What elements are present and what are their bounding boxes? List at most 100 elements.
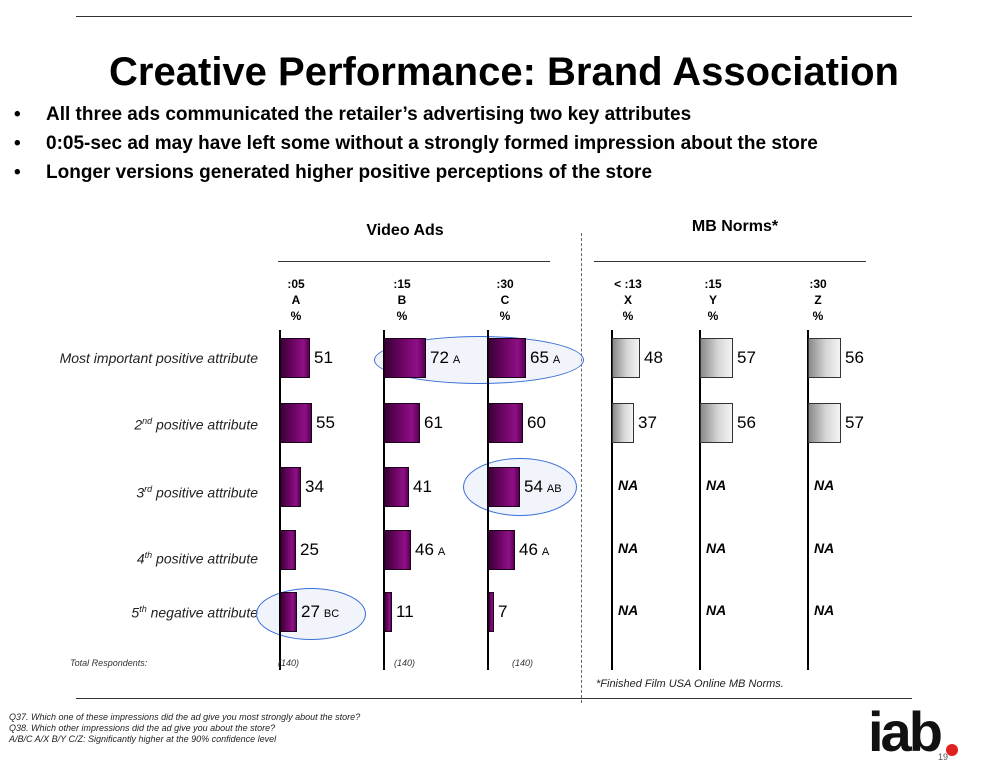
row-label-most-important: Most important positive attribute bbox=[60, 350, 258, 366]
total-respondents-label: Total Respondents: bbox=[70, 658, 148, 668]
row-label-text: negative attribute bbox=[146, 604, 258, 621]
chart-bar bbox=[488, 592, 494, 632]
row-label-sup: th bbox=[139, 604, 147, 614]
total-value-c: (140) bbox=[512, 658, 534, 668]
bar-value-label: 41 bbox=[413, 477, 432, 496]
chart-bar bbox=[808, 338, 841, 378]
page-title: Creative Performance: Brand Association bbox=[109, 50, 899, 94]
axis-line bbox=[699, 330, 701, 670]
chart-bar bbox=[808, 403, 841, 443]
bar-value-label: 57 bbox=[737, 348, 756, 367]
bar-value-label: 34 bbox=[305, 477, 324, 496]
bullet-item: All three ads communicated the retailer’… bbox=[14, 100, 1004, 129]
row-label-5th: 5th negative attribute bbox=[131, 604, 258, 621]
row-label-4th: 4th positive attribute bbox=[137, 550, 258, 567]
bar-value-label: 72 A bbox=[430, 348, 461, 367]
axis-line bbox=[807, 330, 809, 670]
row-label-text: positive attribute bbox=[152, 350, 258, 366]
bullet-item: 0:05-sec ad may have left some without a… bbox=[14, 129, 1004, 158]
significance-letter: AB bbox=[546, 483, 562, 495]
column-duration: :15 bbox=[704, 277, 722, 291]
chart-bar bbox=[384, 338, 426, 378]
significance-letter: A bbox=[452, 354, 461, 366]
row-label-text: positive attribute bbox=[152, 484, 258, 501]
bar-value-label: 51 bbox=[314, 348, 333, 367]
na-label: NA bbox=[618, 602, 639, 618]
column-unit: % bbox=[707, 309, 719, 323]
total-value-a: (140) bbox=[278, 658, 300, 668]
row-label-text: 3 bbox=[136, 484, 145, 501]
chart-bar bbox=[488, 530, 515, 570]
top-rule bbox=[76, 16, 912, 17]
column-header-x: < :13 X % bbox=[598, 276, 658, 324]
na-label: NA bbox=[706, 602, 727, 618]
chart-bar bbox=[700, 403, 733, 443]
total-value-b: (140) bbox=[394, 658, 416, 668]
column-unit: % bbox=[812, 309, 824, 323]
column-header-z: :30 Z % bbox=[788, 276, 848, 324]
column-letter: B bbox=[397, 293, 407, 307]
highlight-ellipse bbox=[463, 458, 577, 516]
bar-value-label: 48 bbox=[644, 348, 663, 367]
column-header-c: :30 C % bbox=[475, 276, 535, 324]
row-label-text: 4 bbox=[136, 550, 145, 567]
column-unit: % bbox=[290, 309, 302, 323]
chart-bar bbox=[280, 467, 301, 507]
column-header-y: :15 Y % bbox=[683, 276, 743, 324]
column-unit: % bbox=[396, 309, 408, 323]
row-label-3rd: 3rd positive attribute bbox=[136, 484, 258, 501]
bar-value-label: 61 bbox=[424, 413, 443, 432]
chart-bar bbox=[384, 467, 409, 507]
axis-line bbox=[611, 330, 613, 670]
footnote-significance: A/B/C A/X B/Y C/Z: Significantly higher … bbox=[9, 734, 277, 744]
column-header-a: :05 A % bbox=[266, 276, 326, 324]
chart-bar bbox=[384, 592, 392, 632]
bar-value-label: 46 A bbox=[519, 540, 550, 559]
row-label-text: positive attribute bbox=[152, 550, 258, 567]
significance-letter: BC bbox=[323, 608, 340, 620]
chart-bar bbox=[612, 403, 634, 443]
chart-bar bbox=[280, 592, 297, 632]
row-label-sup: rd bbox=[144, 484, 153, 494]
column-letter: C bbox=[500, 293, 510, 307]
chart-bar bbox=[700, 338, 733, 378]
bar-value-label: 65 A bbox=[530, 348, 561, 367]
significance-letter: A bbox=[552, 354, 561, 366]
norms-header: MB Norms* bbox=[691, 218, 779, 235]
row-label-text: Most important bbox=[59, 350, 153, 366]
footnote-q37: Q37. Which one of these impressions did … bbox=[9, 712, 361, 722]
bar-value-label: 54 AB bbox=[524, 477, 562, 496]
norms-rule bbox=[594, 261, 866, 262]
bar-value-label: 46 A bbox=[415, 540, 446, 559]
column-header-b: :15 B % bbox=[372, 276, 432, 324]
chart-bar bbox=[384, 403, 420, 443]
chart-bar bbox=[280, 338, 310, 378]
chart-bar bbox=[488, 338, 526, 378]
iab-logo-dot bbox=[946, 744, 958, 756]
bullet-item: Longer versions generated higher positiv… bbox=[14, 158, 1004, 187]
column-unit: % bbox=[499, 309, 511, 323]
bar-value-label: 27 BC bbox=[301, 602, 340, 621]
page-number: 19 bbox=[938, 752, 949, 762]
section-divider bbox=[581, 233, 582, 703]
na-label: NA bbox=[706, 477, 727, 493]
column-duration: :05 bbox=[287, 277, 305, 291]
column-duration: :15 bbox=[393, 277, 411, 291]
footnote-q38: Q38. Which other impressions did the ad … bbox=[9, 723, 276, 733]
na-label: NA bbox=[618, 540, 639, 556]
row-label-text: 2 bbox=[134, 416, 143, 433]
na-label: NA bbox=[814, 477, 835, 493]
bar-value-label: 7 bbox=[498, 602, 508, 621]
column-letter: A bbox=[291, 293, 301, 307]
na-label: NA bbox=[814, 540, 835, 556]
row-label-2nd: 2nd positive attribute bbox=[134, 416, 258, 433]
highlight-ellipse bbox=[256, 588, 366, 640]
bottom-rule bbox=[76, 698, 912, 699]
video-ads-rule bbox=[278, 261, 550, 262]
chart-bar bbox=[280, 530, 296, 570]
bar-value-label: 37 bbox=[638, 413, 657, 432]
chart-bar bbox=[280, 403, 312, 443]
bullet-list: All three ads communicated the retailer’… bbox=[14, 100, 1004, 187]
bar-value-label: 25 bbox=[300, 540, 319, 559]
row-label-sup: th bbox=[144, 550, 153, 560]
